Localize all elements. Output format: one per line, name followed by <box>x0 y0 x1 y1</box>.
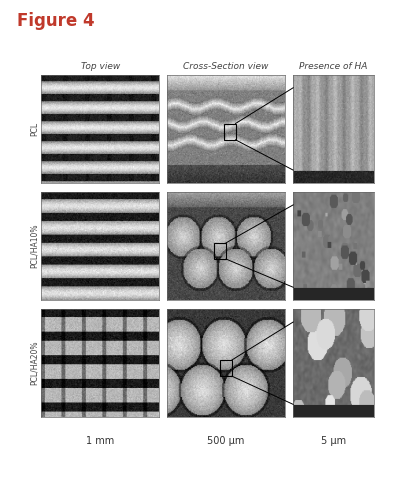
Text: PCL/HA20%: PCL/HA20% <box>30 341 39 386</box>
Text: 1 mm: 1 mm <box>86 436 114 446</box>
Text: Presence of HA: Presence of HA <box>299 62 368 71</box>
Text: Top view: Top view <box>81 62 120 71</box>
Text: Cross-Section view: Cross-Section view <box>183 62 269 71</box>
Text: Figure 4: Figure 4 <box>17 12 94 30</box>
Text: 5 μm: 5 μm <box>321 436 346 446</box>
Text: PCL/HA10%: PCL/HA10% <box>30 224 39 268</box>
Text: PCL: PCL <box>30 122 39 136</box>
Text: 500 μm: 500 μm <box>207 436 245 446</box>
